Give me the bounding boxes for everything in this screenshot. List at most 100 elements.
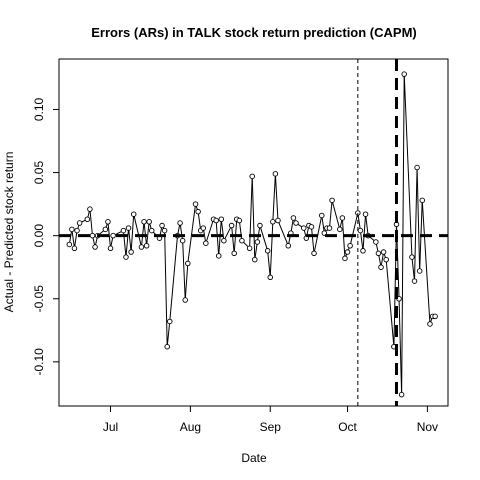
plot-frame <box>58 58 449 407</box>
series-segment <box>249 176 253 249</box>
data-point <box>267 274 273 281</box>
series-segment <box>128 228 132 253</box>
data-point <box>164 343 170 350</box>
data-point <box>401 71 407 77</box>
series-segment <box>328 200 333 229</box>
series-segment <box>251 176 256 260</box>
data-point <box>221 237 227 244</box>
data-point <box>71 245 78 252</box>
series-segment <box>331 200 341 230</box>
series-segment <box>143 221 148 246</box>
data-point <box>215 253 222 259</box>
y-tick-label: 0.00 <box>32 224 46 248</box>
data-point <box>257 222 263 229</box>
reference-lines <box>59 59 448 406</box>
data-point <box>231 250 237 257</box>
series-segment <box>215 220 220 256</box>
data-point <box>249 173 255 180</box>
chart-title: Errors (ARs) in TALK stock return predic… <box>91 25 417 40</box>
data-point <box>246 245 253 252</box>
series-segment <box>362 214 367 251</box>
data-point <box>203 240 209 246</box>
data-point <box>326 225 333 231</box>
y-tick-label: 0.10 <box>32 97 46 121</box>
data-point <box>87 206 93 212</box>
series-segment <box>73 230 78 249</box>
data-point <box>409 254 415 260</box>
series-segment <box>393 224 397 347</box>
y-tick-label: 0.05 <box>32 161 46 185</box>
data-point <box>416 268 423 274</box>
data-point <box>92 244 98 250</box>
data-point <box>107 245 114 252</box>
series-segment <box>89 209 93 236</box>
data-point <box>125 225 132 231</box>
y-tick-label: -0.05 <box>32 285 46 313</box>
data-point <box>179 237 186 244</box>
data-point <box>69 226 75 233</box>
data-point <box>311 250 317 257</box>
data-point <box>380 249 387 255</box>
data-point <box>236 217 243 224</box>
series-segment <box>411 257 416 282</box>
series-segment <box>71 229 75 249</box>
series-segment <box>385 259 395 347</box>
data-point <box>102 226 109 233</box>
series-segment <box>231 225 235 254</box>
series-segment <box>130 214 135 253</box>
series-segment <box>205 219 215 244</box>
data-point <box>120 227 127 234</box>
series-segment <box>107 221 112 249</box>
data-point <box>360 248 366 254</box>
series-segment <box>187 204 197 264</box>
x-tick-label: Aug <box>180 420 201 434</box>
data-point <box>337 226 343 233</box>
data-point <box>329 197 335 204</box>
x-axis-label: Date <box>241 451 267 465</box>
data-point <box>383 256 389 263</box>
plot-area <box>66 71 438 398</box>
data-point <box>362 211 369 217</box>
data-point <box>414 164 420 171</box>
series-segment <box>164 230 168 347</box>
data-point <box>195 208 201 215</box>
data-point <box>177 220 183 226</box>
data-point <box>218 216 225 223</box>
data-point <box>105 219 111 225</box>
data-point <box>347 242 353 249</box>
data-point <box>419 197 425 204</box>
x-tick-label: Oct <box>338 420 357 434</box>
series-segment <box>256 225 261 243</box>
x-tick-label: Sep <box>260 420 282 434</box>
series-segment <box>310 226 315 254</box>
data-point <box>308 224 315 230</box>
x-tick-label: Nov <box>417 420 438 434</box>
data-point <box>110 232 116 239</box>
series-segment <box>349 212 359 246</box>
data-point <box>76 220 83 226</box>
data-point <box>128 249 134 255</box>
series-segment <box>277 220 289 246</box>
data-point <box>213 217 219 224</box>
data-point <box>74 227 80 234</box>
x-tick-label: Jul <box>103 420 118 434</box>
series-segment <box>223 225 233 241</box>
series-segment <box>403 74 413 258</box>
series-segment <box>133 214 142 248</box>
series-segment <box>182 240 186 301</box>
data-point <box>66 241 73 248</box>
series-segment <box>184 263 189 301</box>
data-point <box>411 278 418 284</box>
data-point <box>357 227 364 234</box>
data-point <box>123 254 129 260</box>
data-point <box>373 239 379 245</box>
data-point <box>300 225 307 231</box>
series-segment <box>220 219 225 241</box>
data-point <box>272 171 279 177</box>
data-point <box>275 217 281 224</box>
series-segment <box>179 222 184 241</box>
series-segment <box>414 167 418 282</box>
data-point <box>200 225 207 231</box>
series-segment <box>146 221 150 246</box>
